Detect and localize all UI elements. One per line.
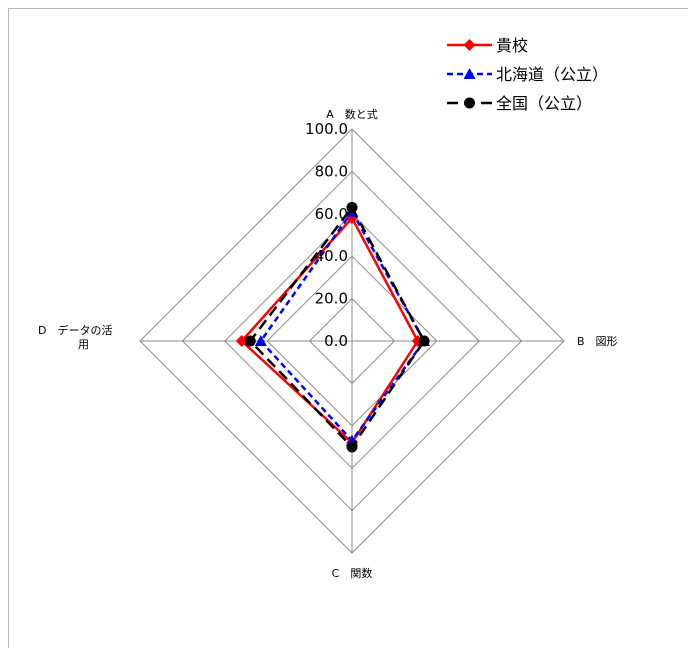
data-point-0-3 (235, 335, 248, 347)
tick-labels: 0.0 20.0 40.0 60.0 80.0 100.0 (305, 120, 348, 350)
tick-label-5: 100.0 (305, 120, 348, 138)
category-labels: A 数と式 B 図形 C 関数 D データの活用 (38, 108, 618, 580)
legend-label-1: 北海道（公立） (496, 65, 608, 84)
radar-grid (139, 128, 565, 554)
tick-label-2: 40.0 (315, 247, 348, 265)
legend-entry-2: 全国（公立） (447, 94, 592, 113)
tick-label-3: 60.0 (315, 205, 348, 223)
legend-label-0: 貴校 (496, 36, 528, 55)
legend-entry-0: 貴校 (447, 36, 528, 55)
legend-marker-1 (463, 68, 476, 79)
data-point-1-3 (254, 335, 267, 346)
data-point-2-1 (418, 335, 430, 347)
category-label-3: D データの活用 (38, 323, 112, 351)
tick-label-0: 0.0 (324, 332, 348, 350)
tick-label-4: 80.0 (315, 162, 348, 180)
category-label-2: C 関数 (332, 567, 373, 580)
data-point-2-0 (346, 201, 358, 213)
legend-label-2: 全国（公立） (496, 94, 592, 113)
series-line-1 (259, 209, 426, 443)
radar-chart: 0.0 20.0 40.0 60.0 80.0 100.0 A 数と式 B 図形 C 関数 D … (38, 36, 618, 580)
category-label-0: A 数と式 (326, 108, 378, 121)
data-point-2-3 (244, 335, 256, 347)
legend-marker-2 (464, 97, 475, 109)
legend-marker-0 (463, 39, 476, 51)
chart-frame (8, 8, 688, 648)
series-group (235, 201, 431, 453)
data-point-2-2 (346, 441, 358, 453)
series-2 (244, 201, 430, 453)
tick-label-1: 20.0 (315, 290, 348, 308)
category-label-1: B 図形 (577, 335, 618, 348)
legend-entry-1: 北海道（公立） (447, 65, 608, 84)
